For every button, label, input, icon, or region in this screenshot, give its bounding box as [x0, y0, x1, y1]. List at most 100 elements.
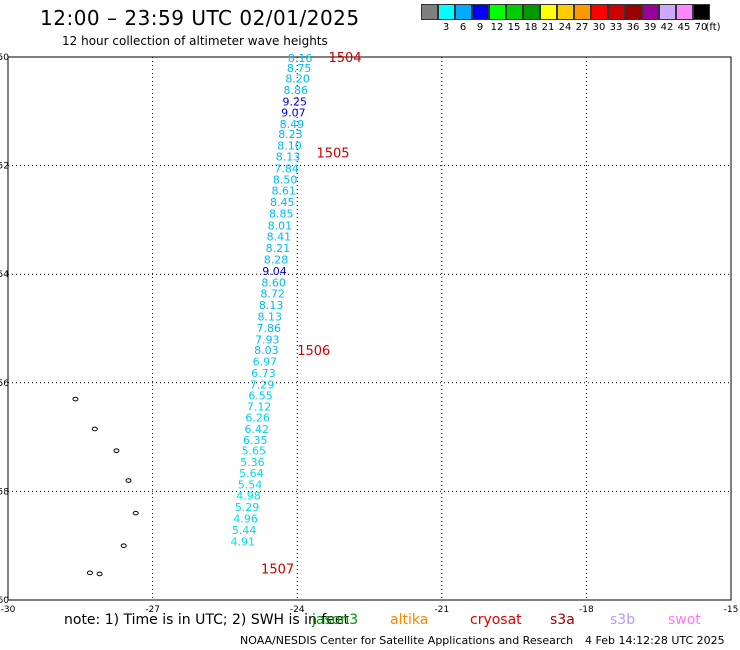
wave-height-label: 8.86: [284, 84, 309, 97]
satellite-label-jason3: jason3: [312, 612, 359, 628]
legend-label: 30: [592, 22, 606, 33]
generated-timestamp: 4 Feb 14:12:28 UTC 2025: [585, 634, 725, 647]
wave-height-label: 9.04: [262, 265, 287, 278]
legend-label: 33: [609, 22, 623, 33]
wave-height-label: 4.98: [236, 490, 261, 503]
legend-unit: (ft): [705, 22, 721, 33]
wave-height-label: 8.45: [270, 196, 295, 209]
wave-height-label: 5.54: [238, 478, 263, 491]
wave-height-label: 8.10: [277, 140, 302, 153]
pass-time-label: 1504: [329, 51, 362, 66]
island-outline: [125, 478, 132, 483]
legend-swatch: [557, 4, 574, 20]
legend-swatch: [438, 4, 455, 20]
wave-height-label: 4.91: [230, 535, 255, 548]
wave-height-label: 7.86: [257, 322, 282, 335]
wave-height-label: 8.13: [259, 299, 284, 312]
wave-height-label: 8.01: [268, 219, 293, 232]
wave-height-label: 9.07: [281, 106, 306, 119]
wave-height-label: 9.25: [283, 96, 308, 109]
wave-height-label: 8.28: [264, 254, 289, 267]
lon-tick-label: -18: [579, 605, 594, 615]
legend-swatch: [676, 4, 693, 20]
legend-swatch: [591, 4, 608, 20]
color-legend: 3 6 9 12 15 18 21 24 27 30 33 36 39 42 45 70 (ft): [421, 4, 740, 38]
wave-height-label: 7.12: [247, 401, 272, 414]
legend-label: 21: [541, 22, 555, 33]
legend-swatch: [506, 4, 523, 20]
wave-height-label: 8.85: [269, 207, 294, 220]
wave-height-label: 8.72: [260, 288, 285, 301]
legend-label: 18: [524, 22, 538, 33]
legend-swatch: [608, 4, 625, 20]
wave-height-label: 8.50: [273, 174, 298, 187]
footer-note: note: 1) Time is in UTC; 2) SWH is in fe…: [64, 612, 350, 628]
wave-height-label: 8.61: [271, 185, 296, 198]
legend-swatch: [540, 4, 557, 20]
lat-tick-label: -56: [0, 379, 9, 389]
satellite-label-swot: swot: [668, 612, 701, 628]
legend-swatch: [659, 4, 676, 20]
pass-time-label: 1506: [297, 344, 330, 359]
wave-height-label: 8.41: [267, 231, 292, 244]
wave-height-label: 6.26: [245, 412, 270, 425]
satellite-label-s3a: s3a: [550, 612, 575, 628]
wave-height-label: 8.60: [261, 276, 286, 289]
island-outline: [120, 543, 127, 549]
lat-tick-label: -52: [0, 162, 9, 172]
legend-swatch: [455, 4, 472, 20]
satellite-label-s3b: s3b: [610, 612, 636, 628]
legend-swatch: [489, 4, 506, 20]
lon-tick-label: -24: [290, 605, 305, 615]
island-outline: [91, 426, 98, 432]
wave-height-label: 6.42: [244, 423, 269, 436]
island-outline: [113, 448, 120, 453]
legend-label: 70: [694, 22, 708, 33]
legend-label: 42: [660, 22, 674, 33]
wave-height-label: 4.96: [233, 513, 258, 526]
legend-swatch: [642, 4, 659, 20]
wave-height-label: 6.55: [248, 389, 273, 402]
page-subtitle: 12 hour collection of altimeter wave hei…: [62, 34, 328, 48]
wave-height-label: 7.29: [250, 378, 275, 391]
island-outline: [72, 396, 79, 402]
legend-label: 39: [643, 22, 657, 33]
wave-height-label: 8.23: [278, 128, 303, 141]
legend-label: 45: [677, 22, 691, 33]
legend-label: 24: [558, 22, 572, 33]
wave-height-label: 8.13: [276, 150, 301, 163]
satellite-label-altika: altika: [390, 612, 429, 628]
legend-swatch: [574, 4, 591, 20]
legend-swatch: [421, 4, 438, 20]
legend-swatch: [523, 4, 540, 20]
wave-height-label: 5.44: [232, 524, 257, 537]
credits: NOAA/NESDIS Center for Satellite Applica…: [240, 634, 574, 647]
lon-tick-label: -21: [434, 605, 449, 615]
island-outline: [96, 571, 103, 577]
lon-tick-label: -15: [724, 605, 739, 615]
legend-label: 6: [459, 22, 467, 33]
wave-height-label: 6.73: [251, 367, 276, 380]
wave-height-label: 8.16: [288, 52, 313, 65]
page-title: 12:00 – 23:59 UTC 02/01/2025: [40, 6, 360, 30]
wave-height-label: 5.65: [242, 445, 267, 458]
legend-label: 15: [507, 22, 521, 33]
wave-height-label: 8.03: [254, 344, 279, 357]
wave-height-label: 7.93: [255, 333, 280, 346]
legend-label: 36: [626, 22, 640, 33]
wave-height-label: 8.75: [287, 62, 312, 75]
wave-height-label: 6.35: [243, 434, 268, 447]
legend-swatch: [472, 4, 489, 20]
legend-label: 27: [575, 22, 589, 33]
wave-height-label: 8.21: [266, 242, 291, 255]
lat-tick-label: -54: [0, 270, 9, 280]
satellite-label-cryosat: cryosat: [470, 612, 522, 628]
island-outline: [132, 510, 139, 516]
pass-time-label: 1505: [316, 147, 349, 162]
legend-label: 9: [476, 22, 484, 33]
wave-height-label: 7.84: [274, 162, 299, 175]
legend-label: 12: [490, 22, 504, 33]
wave-height-label: 6.97: [253, 356, 278, 369]
legend-swatch: [625, 4, 642, 20]
